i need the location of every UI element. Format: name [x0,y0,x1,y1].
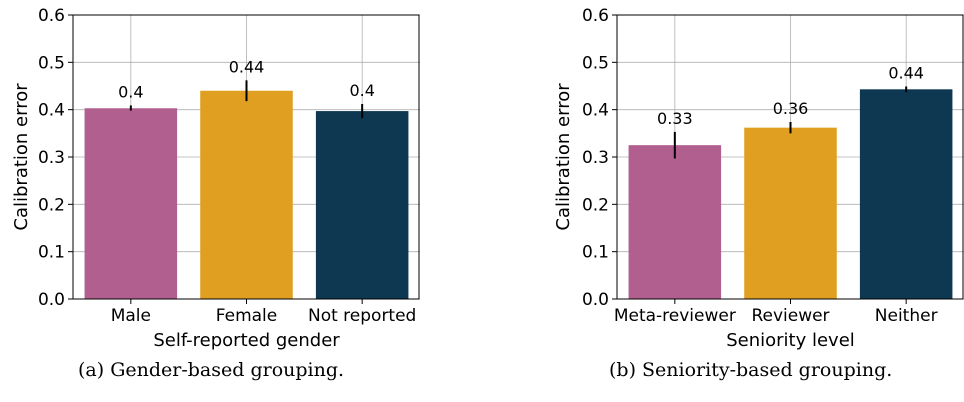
chart1-ytick-label: 0.4 [38,101,65,121]
chart2-xtick-label: Reviewer [751,306,829,326]
chart1-ytick-label: 0.5 [38,53,65,73]
chart2-bar [628,145,722,299]
chart2-ytick-label: 0.4 [582,101,609,121]
chart1-xtick-label: Not reported [308,306,416,326]
chart1-x-axis-label: Self-reported gender [153,330,340,351]
chart2-bar [859,89,953,300]
chart2-xtick-label: Meta-reviewer [614,306,736,326]
chart2-bar [744,127,837,299]
chart1-frame [72,14,420,300]
chart2-ytick-label: 0.3 [582,148,609,168]
chart2-ytick-label: 0.5 [582,53,609,73]
chart2-ytick-label: 0.0 [582,290,609,310]
chart1-ytick-label: 0.0 [38,290,65,310]
chart1-ytick-label: 0.6 [38,6,65,26]
caption-b: (b) Seniority-based grouping. [609,359,893,381]
chart2-group: 0.0 0.1 0.2 0.3 0.4 0.5 0.6 0.33 Meta-reviewer 0.… [553,6,964,351]
chart1-xtick-label: Male [111,306,151,326]
chart2-data-label: 0.33 [657,109,693,128]
chart1-bar [200,90,293,299]
chart2-frame [616,14,964,300]
chart2-data-label: 0.44 [888,63,924,82]
chart1-data-label: 0.4 [349,81,374,100]
chart2-y-axis-label: Calibration error [553,83,574,231]
chart1-group: 0.0 0.1 0.2 0.3 0.4 0.5 0.6 0.4 Male 0.44 Female 0.… [11,6,420,351]
caption-a: (a) Gender-based grouping. [78,359,345,381]
chart1-ytick-label: 0.3 [38,148,65,168]
chart1-y-axis-label: Calibration error [11,83,32,231]
chart1-ytick-label: 0.2 [38,195,65,215]
chart1-xtick-label: Female [216,306,277,326]
chart2-data-label: 0.36 [773,99,809,118]
chart2-xtick-label: Neither [875,306,938,326]
chart2-ytick-label: 0.2 [582,195,609,215]
chart1-bar [84,108,178,299]
chart2-ytick-label: 0.1 [582,243,609,263]
chart1-bar [315,111,409,299]
chart1-data-label: 0.44 [229,57,265,76]
chart1-ytick-label: 0.1 [38,243,65,263]
chart2-ytick-label: 0.6 [582,6,609,26]
chart1-data-label: 0.4 [118,82,143,101]
chart2-x-axis-label: Seniority level [726,330,855,351]
